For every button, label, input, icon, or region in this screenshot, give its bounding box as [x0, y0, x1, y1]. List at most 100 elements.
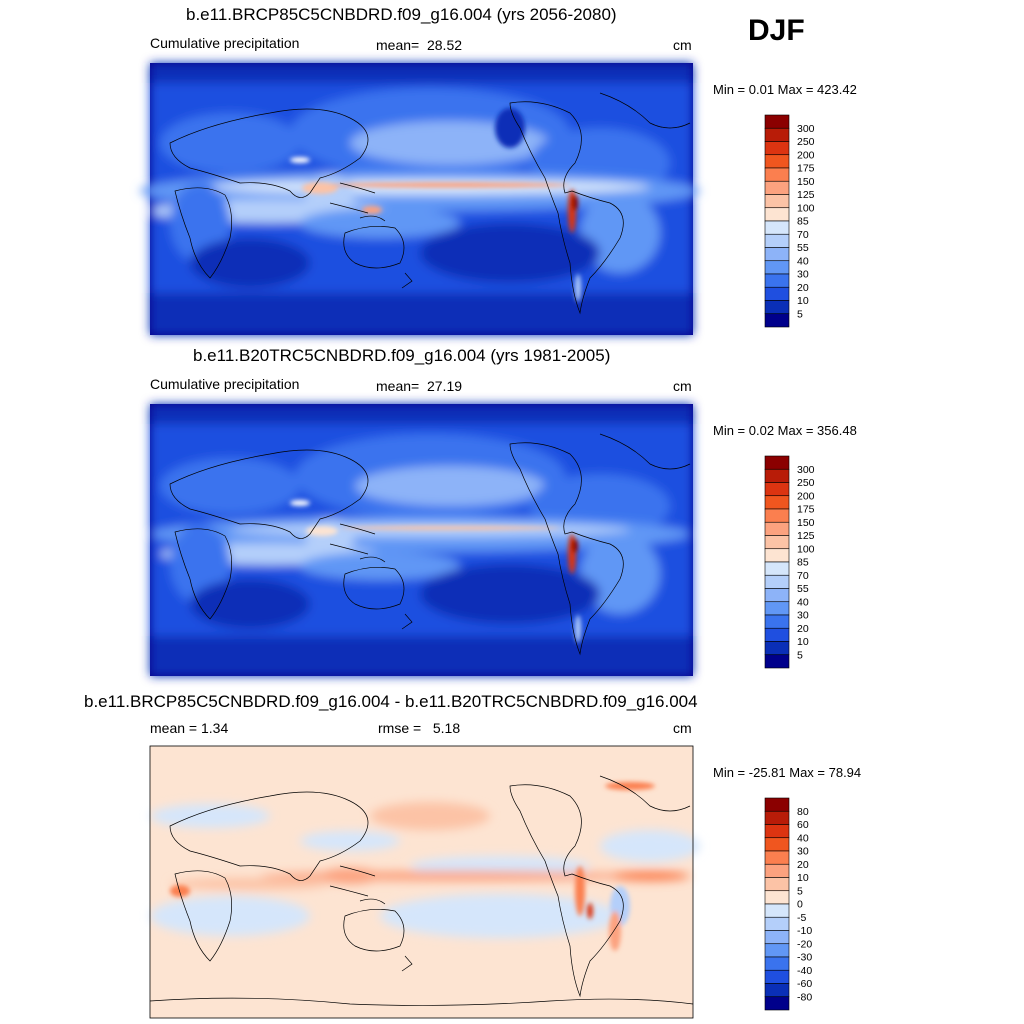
panel2-variable-label: Cumulative precipitation — [150, 376, 300, 392]
panel3-min-max: Min = -25.81 Max = 78.94 — [713, 765, 862, 780]
colorbar-swatch — [764, 943, 790, 958]
colorbar-tick-label: 85 — [797, 557, 809, 569]
colorbar-swatch — [764, 824, 790, 839]
colorbar-swatch — [764, 561, 790, 576]
colorbar-tick-label: 175 — [797, 504, 815, 516]
panel2-map — [150, 404, 693, 676]
colorbar-tick-label: 30 — [797, 269, 809, 281]
colorbar-swatch — [764, 220, 790, 235]
colorbar-tick-label: 5 — [797, 885, 803, 897]
colorbar-swatch — [764, 588, 790, 603]
colorbar-swatch — [764, 300, 790, 315]
colorbar-tick-label: -40 — [797, 965, 812, 977]
colorbar-swatch — [764, 890, 790, 905]
colorbar-swatch — [764, 286, 790, 301]
colorbar-swatch — [764, 614, 790, 629]
colorbar-swatch — [764, 601, 790, 616]
colorbar-tick-label: 20 — [797, 623, 809, 635]
colorbar-swatch — [764, 468, 790, 483]
panel1-map — [140, 63, 700, 335]
colorbar-tick-label: 10 — [797, 872, 809, 884]
panel1-precip-field — [140, 63, 700, 335]
colorbar-tick-label: 0 — [797, 899, 803, 911]
colorbar-swatch — [764, 548, 790, 563]
colorbar-swatch — [764, 260, 790, 275]
panel3-map-frame — [149, 745, 694, 1019]
colorbar-swatch — [764, 247, 790, 262]
panel2-mean-label: mean= 27.19 — [376, 378, 462, 394]
colorbar-tick-label: 55 — [797, 242, 809, 254]
colorbar-swatch — [764, 154, 790, 169]
colorbar-swatch — [764, 956, 790, 971]
panel1-variable-label: Cumulative precipitation — [150, 35, 300, 51]
colorbar-tick-label: -60 — [797, 978, 812, 990]
panel3-coastlines — [149, 775, 694, 1006]
colorbar-swatch — [764, 233, 790, 248]
colorbar-tick-label: -80 — [797, 991, 812, 1003]
colorbar-tick-label: 70 — [797, 229, 809, 241]
panel3-rmse-key: rmse = — [378, 720, 422, 736]
colorbar-tick-label: 55 — [797, 583, 809, 595]
colorbar-swatch — [764, 313, 790, 328]
colorbar-swatch — [764, 180, 790, 195]
panel1-precip-extremes — [290, 108, 581, 302]
colorbar-swatch — [764, 455, 790, 470]
colorbar-tick-label: 30 — [797, 846, 809, 858]
colorbar-swatch — [764, 627, 790, 642]
colorbar-swatch — [764, 837, 790, 852]
panel2-mean-value: 27.19 — [426, 378, 463, 394]
panel2-precip-field — [150, 404, 693, 676]
colorbar-tick-label: 40 — [797, 832, 809, 844]
colorbar-swatch — [764, 930, 790, 945]
colorbar-tick-label: 100 — [797, 543, 815, 555]
colorbar-swatch — [764, 508, 790, 523]
colorbar-tick-label: 60 — [797, 819, 809, 831]
panel1-min-max: Min = 0.01 Max = 423.42 — [713, 82, 857, 97]
colorbar-swatch — [764, 641, 790, 656]
colorbar-tick-label: -30 — [797, 952, 812, 964]
colorbar-tick-label: 70 — [797, 570, 809, 582]
colorbar-tick-label: 30 — [797, 610, 809, 622]
colorbar-swatch — [764, 983, 790, 998]
colorbar-swatch — [764, 207, 790, 222]
colorbar-swatch — [764, 996, 790, 1011]
colorbar-swatch — [764, 194, 790, 209]
colorbar-tick-label: -10 — [797, 925, 812, 937]
colorbar-tick-label: 5 — [797, 649, 803, 661]
colorbar-tick-label: 80 — [797, 806, 809, 818]
panel3-units: cm — [673, 720, 692, 736]
panel2-coastlines — [169, 433, 691, 656]
panel3-title: b.e11.BRCP85C5CNBDRD.f09_g16.004 - b.e11… — [84, 692, 698, 711]
colorbar-swatch — [764, 141, 790, 156]
season-label: DJF — [748, 14, 805, 47]
colorbar-tick-label: 150 — [797, 176, 815, 188]
colorbar-tick-label: 20 — [797, 282, 809, 294]
colorbar-swatch — [764, 574, 790, 589]
colorbar-tick-label: 175 — [797, 163, 815, 175]
colorbar-swatch — [764, 877, 790, 892]
panel3-mean-label: mean = 1.34 — [150, 720, 229, 736]
panel2-units: cm — [673, 378, 692, 394]
colorbar-swatch — [764, 482, 790, 497]
colorbar-tick-label: 100 — [797, 202, 815, 214]
colorbar-swatch — [764, 167, 790, 182]
colorbar-tick-label: 250 — [797, 477, 815, 489]
panel3-difference-extremes — [170, 782, 655, 951]
panel1-title: b.e11.BRCP85C5CNBDRD.f09_g16.004 (yrs 20… — [186, 5, 617, 24]
colorbar-swatch — [764, 916, 790, 931]
panel3-rmse-value: 5.18 — [432, 720, 461, 736]
colorbar-tick-label: 10 — [797, 636, 809, 648]
colorbar-swatch — [764, 969, 790, 984]
panel1-units: cm — [673, 37, 692, 53]
colorbar-tick-label: 200 — [797, 149, 815, 161]
colorbar-swatch — [764, 654, 790, 669]
colorbar-swatch — [764, 273, 790, 288]
colorbar-tick-label: 300 — [797, 464, 815, 476]
colorbar-swatch — [764, 495, 790, 510]
colorbar-tick-label: 300 — [797, 123, 815, 135]
colorbar-swatch — [764, 810, 790, 825]
colorbar-tick-label: 150 — [797, 517, 815, 529]
colorbar-swatch — [764, 114, 790, 129]
